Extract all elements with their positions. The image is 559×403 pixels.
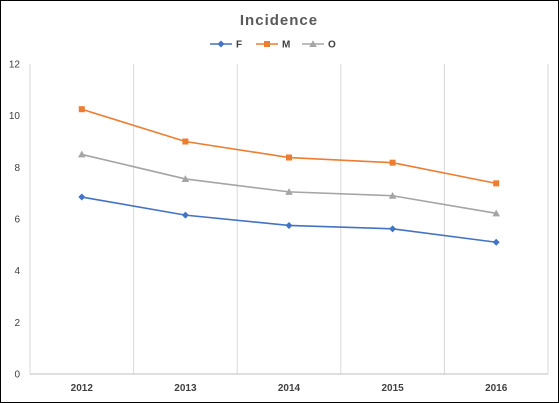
x-tick-label-2016: 2016 <box>485 383 508 394</box>
x-tick-label-2012: 2012 <box>71 383 94 394</box>
legend-marker-f <box>218 41 225 48</box>
legend-item-m: M <box>256 40 290 51</box>
y-tick-label-2: 2 <box>14 318 20 329</box>
series-m-point-2012 <box>79 106 85 112</box>
series-m-point-2016 <box>493 180 499 186</box>
series-f-point-2012 <box>78 194 85 201</box>
series-m-line <box>82 109 496 183</box>
chart-gridlines <box>30 64 548 374</box>
series-f-point-2016 <box>493 239 500 246</box>
series-o-point-2012 <box>78 151 86 158</box>
series-f-point-2015 <box>389 225 396 232</box>
y-tick-label-12: 12 <box>9 60 21 71</box>
legend-label-f: F <box>236 40 242 51</box>
x-tick-label-2014: 2014 <box>278 383 301 394</box>
legend-label-m: M <box>282 40 290 51</box>
x-tick-label-2015: 2015 <box>381 383 404 394</box>
legend-label-o: O <box>328 40 336 51</box>
y-tick-label-4: 4 <box>14 266 20 277</box>
series-m-point-2013 <box>182 139 188 145</box>
series-o-line <box>82 154 496 213</box>
series-m <box>79 106 499 186</box>
y-tick-label-6: 6 <box>14 215 20 226</box>
series-m-point-2015 <box>390 160 396 166</box>
chart-title: Incidence <box>240 12 318 29</box>
y-tick-label-0: 0 <box>14 370 20 381</box>
series-m-point-2014 <box>286 155 292 161</box>
y-tick-label-10: 10 <box>9 111 21 122</box>
series-f-point-2013 <box>182 212 189 219</box>
x-tick-label-2013: 2013 <box>174 383 197 394</box>
chart-axes: 0 2 4 6 8 10 12 2012 2013 2014 2015 2016 <box>9 60 548 395</box>
legend-item-f: F <box>210 40 242 51</box>
series-f-point-2014 <box>286 222 293 229</box>
y-tick-label-8: 8 <box>14 163 20 174</box>
legend-item-o: O <box>302 40 336 51</box>
legend-marker-m <box>264 41 270 47</box>
series-f <box>78 194 499 246</box>
chart-series <box>78 106 500 246</box>
series-f-line <box>82 197 496 242</box>
